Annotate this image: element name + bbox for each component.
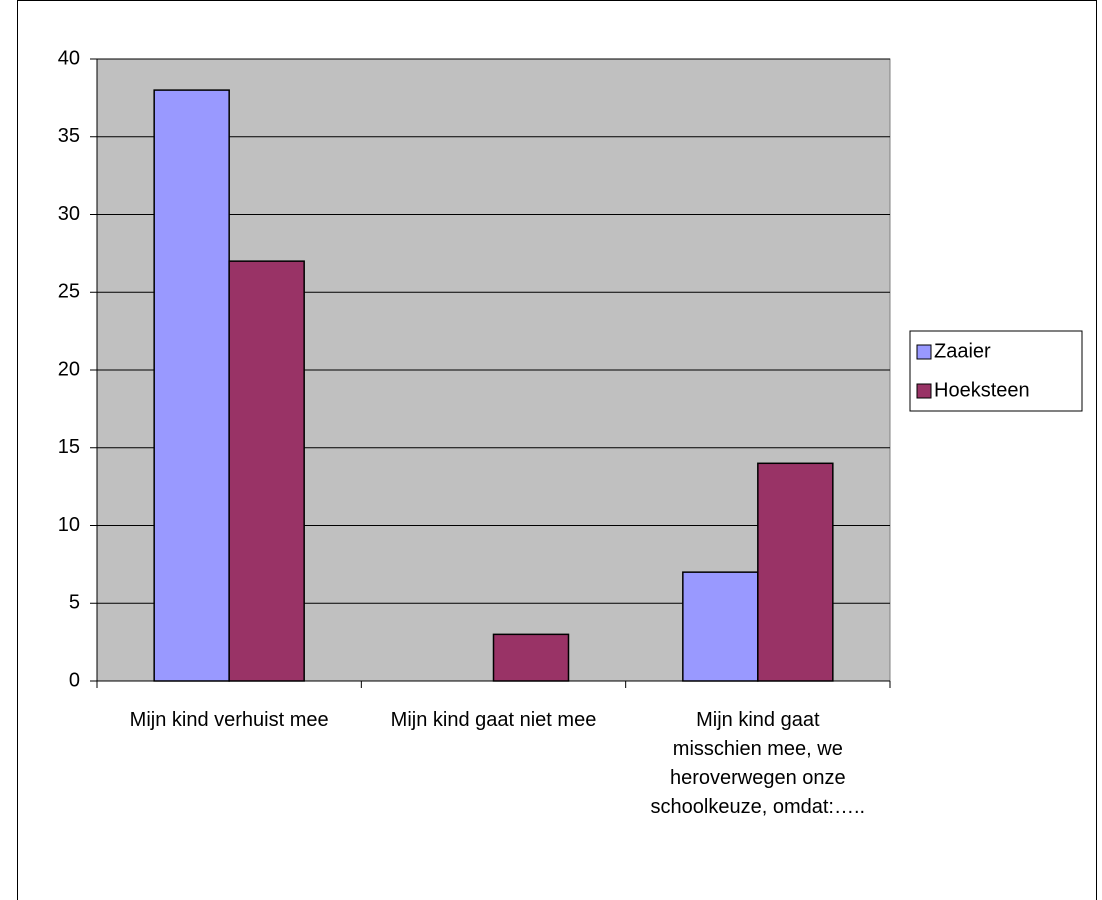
x-tick-label: Mijn kind verhuist mee: [129, 709, 329, 731]
y-tick-label: 15: [58, 436, 80, 458]
y-tick-label: 25: [58, 281, 80, 303]
bar: [228, 260, 305, 682]
bar: [492, 633, 570, 682]
legend-label: Hoeksteen: [934, 379, 1030, 401]
x-tick-label: Mijn kind gaat niet mee: [390, 709, 597, 731]
legend-swatch: [916, 383, 932, 399]
y-tick-label: 20: [58, 358, 80, 380]
y-tick-label: 5: [69, 592, 80, 614]
y-tick-label: 0: [69, 669, 80, 691]
legend-box: [909, 330, 1083, 412]
y-tick-label: 40: [58, 47, 80, 69]
y-tick-label: 35: [58, 125, 80, 147]
bar: [757, 462, 834, 682]
bar: [153, 89, 230, 682]
x-tick-label: Mijn kind gaat misschien mee, we herover…: [650, 709, 866, 818]
bar: [682, 571, 759, 682]
y-tick-label: 10: [58, 514, 80, 536]
y-tick-label: 30: [58, 203, 80, 225]
legend-label: Zaaier: [934, 340, 991, 362]
legend-swatch: [916, 344, 932, 360]
